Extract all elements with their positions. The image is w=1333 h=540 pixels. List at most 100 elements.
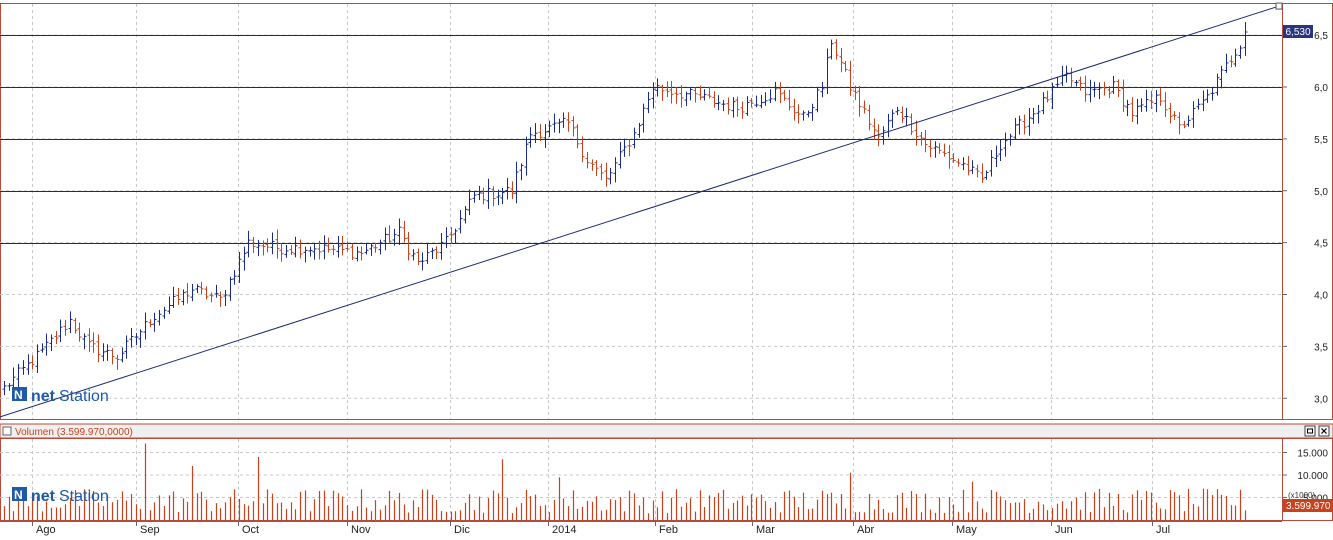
ohlc-bar [167,296,172,315]
ohlc-bar [613,157,618,183]
time-axis-label: May [956,524,977,536]
ohlc-bar [839,48,844,73]
trendline-handle[interactable] [1275,2,1283,10]
ohlc-bar [134,333,139,346]
ohlc-bar [980,163,985,183]
ohlc-bar [665,81,670,98]
ohlc-bar [731,97,736,118]
ohlc-bar [1130,97,1135,122]
ohlc-bar [35,344,40,373]
ohlc-bar [590,159,595,171]
time-axis-label: Abr [857,524,874,536]
last-price-tag: 6,530 [1283,25,1313,39]
ohlc-bar [1243,21,1248,56]
time-axis-label: Dic [454,524,470,536]
ohlc-bar [1196,98,1201,110]
ohlc-bar [2,381,7,396]
ohlc-bar [1233,48,1238,67]
last-volume-label: 3.599.970 [1286,501,1331,512]
price-tick-label: 4,5 [1314,239,1328,250]
ohlc-bar [1210,87,1215,101]
ohlc-bar [712,91,717,108]
ohlc-bar [105,344,110,361]
ohlc-bar [702,89,707,101]
ohlc-bar [796,104,801,124]
trendline[interactable] [0,5,1280,418]
ohlc-bar [26,354,31,375]
ohlc-bar [688,87,693,101]
ohlc-bar [810,103,815,121]
ohlc-bar [218,291,223,307]
volume-tick-label: 15.000 [1297,449,1328,460]
support-resistance-lines [0,35,1282,244]
ohlc-bar [919,131,924,146]
ohlc-bar [862,100,867,114]
ohlc-bar [1205,89,1210,103]
ohlc-bar [1045,90,1050,103]
ohlc-bar [472,191,477,203]
ohlc-bar [914,120,919,146]
ohlc-bar [853,85,858,101]
ohlc-bar [232,270,237,285]
ohlc-bar [491,186,496,207]
ohlc-bar [843,60,848,72]
ohlc-bar [120,347,125,363]
ohlc-bar [900,106,905,123]
last-price-label: 6,530 [1285,27,1310,38]
ohlc-bar [524,136,529,176]
price-panel[interactable]: 3,0 3,5 4,0 4,5 5,0 5,5 6,0 6,5 6,530 N net Sta… [0,2,1333,420]
ohlc-bar [580,136,585,163]
ohlc-bar [406,231,411,261]
time-axis-label: Sep [140,524,160,536]
restore-icon[interactable] [1304,425,1316,437]
ohlc-bar [632,127,637,149]
ohlc-bar [557,118,562,134]
logo-icon [12,387,27,401]
ohlc-bar [16,363,21,388]
ohlc-bar [1074,79,1079,87]
price-tick-label: 3,5 [1314,342,1328,353]
logo-text-station: Station [59,388,109,405]
ohlc-bar [256,239,261,257]
ohlc-bar [1125,99,1130,117]
time-axis-label: Feb [659,524,678,536]
ohlc-bar [768,89,773,103]
ohlc-bar [571,116,576,137]
ohlc-bar [1186,115,1191,127]
ohlc-bar [566,112,571,132]
ohlc-bar [463,205,468,224]
ohlc-bar [303,246,308,263]
ohlc-bar [867,104,872,131]
ohlc-bar [209,292,214,303]
ohlc-bar [138,329,143,348]
ohlc-bar [77,322,82,342]
ohlc-bar [1088,79,1093,103]
ohlc-bar [228,276,233,301]
ohlc-bar [1031,107,1036,124]
ohlc-bar [54,330,59,345]
close-button[interactable] [1318,425,1330,437]
ohlc-bar [528,127,533,148]
logo-text-station: Station [59,488,109,505]
ohlc-bar [651,82,656,109]
ohlc-bar [998,139,1003,162]
ohlc-bar [669,80,674,104]
ohlc-bar [829,39,834,60]
ohlc-bar [881,126,886,145]
ohlc-bar [1177,112,1182,135]
ohlc-bar [355,246,360,262]
ohlc-bar [312,243,317,260]
price-tick-label: 6,5 [1314,31,1328,42]
ohlc-bar [966,156,971,176]
ohlc-bar [1003,132,1008,157]
time-axis-label: Jul [1156,524,1170,536]
ohlc-bar [96,334,101,363]
ohlc-bar [834,39,839,60]
ohlc-bar [510,181,515,200]
time-axis-label: Nov [351,524,371,536]
ohlc-bar [265,238,270,253]
ohlc-bar [763,92,768,106]
restore-button[interactable] [1304,425,1316,437]
time-axis-label: Jun [1055,524,1073,536]
ohlc-bar [143,312,148,340]
